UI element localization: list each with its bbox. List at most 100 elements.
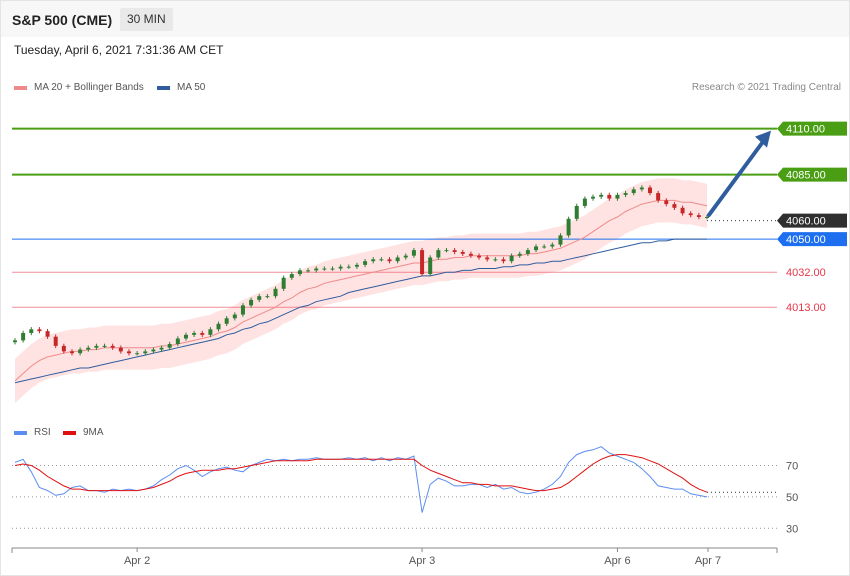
candle-body: [623, 193, 628, 195]
candle-body: [599, 194, 604, 197]
candle-body: [444, 250, 449, 252]
candle-body: [13, 340, 17, 343]
projection-arrow: [707, 135, 768, 217]
candle-body: [436, 250, 441, 258]
candle-body: [639, 187, 644, 190]
candle-body: [672, 204, 677, 208]
ma20-swatch: [14, 85, 27, 90]
legend-ma20-label: MA 20 + Bollinger Bands: [34, 82, 144, 93]
candle-body: [591, 196, 596, 199]
candle-body: [53, 336, 58, 346]
candle-body: [192, 332, 197, 335]
level-label-pivot: 4060.00: [786, 216, 826, 228]
rsi-tick-label: 70: [786, 461, 798, 473]
candle-body: [297, 270, 302, 275]
candle-body: [167, 344, 172, 348]
rsi9-line: [14, 454, 708, 493]
candle-body: [460, 251, 465, 254]
candle-body: [306, 270, 311, 272]
candle-body: [582, 198, 587, 206]
candle-body: [558, 235, 563, 245]
candle-body: [143, 351, 148, 354]
rsi-tick-label: 30: [786, 523, 798, 535]
candle-body: [240, 305, 245, 315]
candle-body: [420, 250, 425, 275]
candle-body: [45, 331, 50, 337]
candle-body: [118, 347, 123, 352]
candle-body: [200, 332, 205, 335]
ma50-line: [14, 238, 707, 384]
rsi-line: [14, 446, 708, 513]
candle-body: [379, 259, 384, 261]
candle-body: [354, 264, 359, 267]
candle-body: [135, 353, 140, 355]
candle-body: [232, 314, 237, 319]
candle-body: [37, 329, 42, 332]
candle-body: [126, 351, 131, 354]
candle-body: [525, 250, 530, 254]
candle-body: [175, 338, 180, 345]
time-tick-label: Apr 7: [695, 555, 721, 567]
candle-body: [468, 253, 473, 256]
candle-body: [696, 215, 701, 217]
legend-9ma-label: 9MA: [83, 427, 104, 438]
candle-body: [403, 255, 408, 258]
candle-body: [94, 345, 99, 348]
candle-body: [371, 259, 376, 262]
candle-body: [656, 193, 661, 201]
ma20-line: [14, 199, 708, 382]
candle-body: [387, 259, 392, 262]
candle-body: [574, 205, 579, 219]
candle-body: [493, 259, 498, 261]
copyright: Research © 2021 Trading Central: [691, 82, 841, 93]
time-tick-label: Apr 3: [409, 555, 435, 567]
level-label-support: 4013.00: [786, 302, 826, 314]
candle-body: [705, 216, 709, 218]
candle-body: [395, 257, 400, 262]
interval-button[interactable]: 30 MIN: [120, 8, 173, 31]
candle-body: [273, 288, 278, 297]
projection-arrow-head: [755, 130, 771, 148]
candle-body: [534, 246, 539, 251]
candle-body: [501, 259, 506, 262]
level-label-current: 4050.00: [786, 234, 826, 246]
candle-body: [69, 351, 74, 354]
candle-body: [78, 349, 83, 354]
candle-body: [265, 296, 270, 298]
level-label-support: 4032.00: [786, 267, 826, 279]
legend-rsi: RSI: [14, 427, 51, 438]
candle-body: [688, 213, 693, 216]
candle-body: [61, 345, 66, 352]
candle-body: [648, 187, 653, 194]
candle-body: [411, 250, 416, 256]
candle-body: [249, 299, 254, 306]
candle-body: [21, 332, 26, 341]
candle-body: [664, 200, 669, 205]
candle-body: [281, 277, 286, 289]
candle-body: [631, 189, 636, 194]
candle-body: [615, 194, 620, 199]
candle-body: [363, 261, 368, 265]
level-tag-resistance: [777, 121, 847, 136]
candle-body: [550, 244, 555, 247]
legend-9ma: 9MA: [63, 427, 104, 438]
candle-body: [346, 266, 351, 268]
candle-body: [224, 318, 229, 324]
instrument-title: S&P 500 (CME): [12, 12, 113, 28]
level-tag-resistance: [777, 167, 847, 182]
rsi-tick-label: 50: [786, 492, 798, 504]
level-label-resistance: 4085.00: [786, 170, 826, 182]
candle-body: [509, 255, 514, 262]
candle-body: [566, 218, 571, 236]
candle-body: [322, 268, 327, 270]
legend-ma20: MA 20 + Bollinger Bands: [14, 82, 144, 93]
candle-body: [208, 329, 213, 335]
header-bar: S&P 500 (CME) 30 MIN: [1, 1, 849, 37]
candle-body: [216, 323, 221, 330]
ma50-swatch: [157, 85, 170, 90]
candle-body: [330, 268, 335, 270]
candle-body: [542, 246, 547, 248]
timestamp: Tuesday, April 6, 2021 7:31:36 AM CET: [14, 43, 224, 57]
